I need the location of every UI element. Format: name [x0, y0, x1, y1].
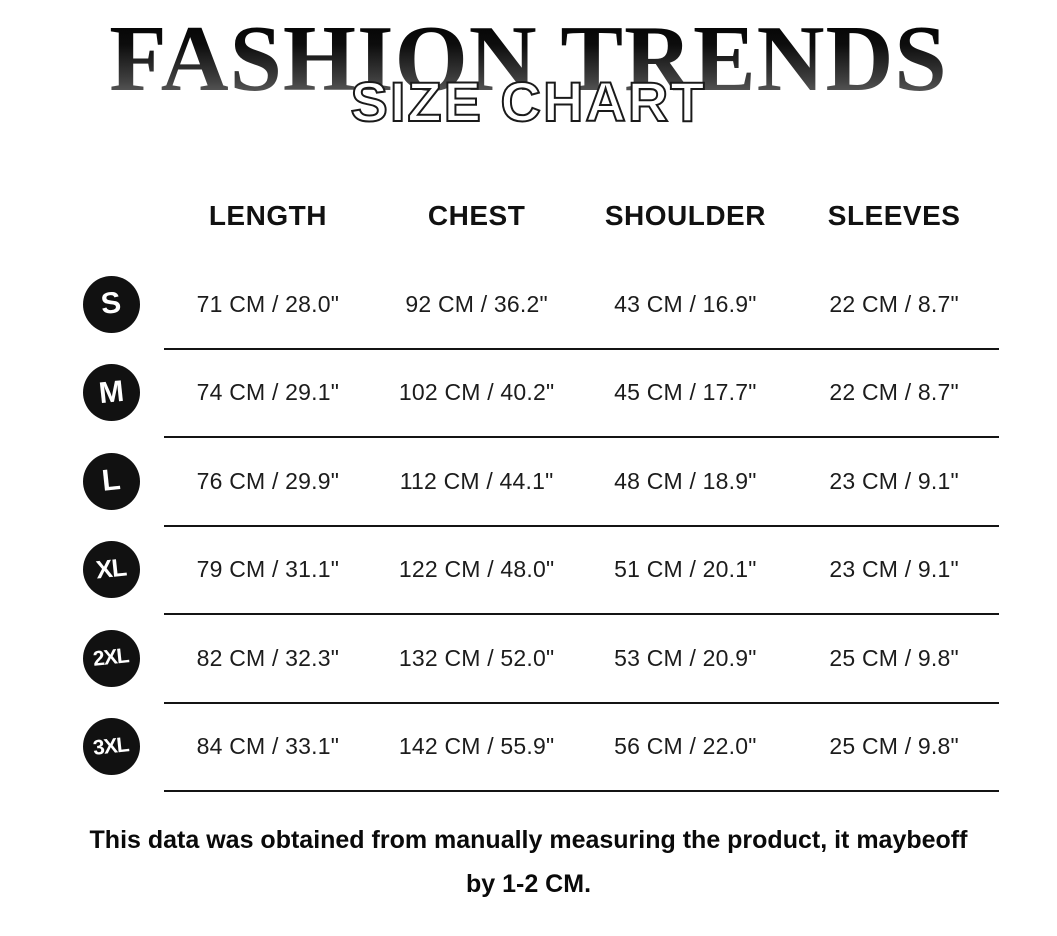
- size-badge-xl: XL: [82, 541, 140, 599]
- shoulder-value: 51 CM / 20.1": [614, 556, 757, 583]
- size-badge-label: M: [96, 374, 126, 410]
- size-badge-label: S: [99, 286, 123, 322]
- column-header-chest: CHEST: [427, 200, 526, 231]
- size-badge-label: 3XL: [92, 732, 130, 760]
- shoulder-value: 53 CM / 20.9": [614, 644, 757, 671]
- badge-cell: 3XL: [59, 718, 164, 776]
- measurement-disclaimer: This data was obtained from manually mea…: [0, 818, 1057, 906]
- column-header-length: LENGTH: [208, 200, 327, 231]
- column-header-sleeves: SLEEVES: [827, 200, 961, 231]
- sleeves-value: 23 CM / 9.1": [829, 467, 959, 494]
- shoulder-value: 43 CM / 16.9": [614, 290, 757, 317]
- size-badge-l: L: [82, 452, 140, 510]
- size-badge-2xl: 2XL: [82, 629, 140, 687]
- disclaimer-line-1: This data was obtained from manually mea…: [89, 826, 968, 854]
- size-badge-s: S: [82, 275, 140, 333]
- badge-cell: XL: [59, 541, 164, 599]
- column-header-shoulder: SHOULDER: [604, 200, 766, 231]
- disclaimer-line-2: by 1-2 CM.: [465, 870, 592, 898]
- chest-value: 102 CM / 40.2": [398, 379, 555, 406]
- sleeves-value: 22 CM / 8.7": [829, 290, 959, 317]
- badge-cell: M: [59, 364, 164, 422]
- length-value: 71 CM / 28.0": [196, 290, 340, 317]
- row-divider: [163, 524, 999, 527]
- table-row-xl: XL 79 CM / 31.1" 122 CM / 48.0" 51 CM / …: [59, 527, 999, 614]
- size-badge-label: 2XL: [92, 644, 130, 672]
- row-divider: [163, 613, 999, 615]
- length-value: 74 CM / 29.1": [196, 379, 340, 406]
- sleeves-value: 23 CM / 9.1": [829, 556, 959, 583]
- shoulder-value: 45 CM / 17.7": [614, 379, 757, 406]
- row-divider: [163, 790, 999, 792]
- table-row-s: S 71 CM / 28.0" 92 CM / 36.2" 43 CM / 16…: [59, 261, 999, 348]
- table-row-2xl: 2XL 82 CM / 32.3" 132 CM / 52.0" 53 CM /…: [59, 615, 999, 702]
- size-badge-m: M: [82, 364, 140, 422]
- row-divider: [163, 436, 999, 438]
- row-divider: [163, 347, 999, 350]
- table-row-l: L 76 CM / 29.9" 112 CM / 44.1" 48 CM / 1…: [59, 438, 999, 525]
- size-badge-3xl: 3XL: [82, 718, 140, 776]
- chest-value: 122 CM / 48.0": [398, 556, 555, 583]
- length-value: 76 CM / 29.9": [196, 467, 340, 494]
- size-badge-label: XL: [94, 553, 128, 585]
- size-table: LENGTH CHEST SHOULDER SLEEVES S 71 CM / …: [59, 188, 999, 792]
- badge-cell: S: [59, 275, 164, 333]
- badge-cell: 2XL: [59, 629, 164, 687]
- header: FASHION TRENDS SIZE CHART: [0, 0, 1057, 158]
- size-chart-subtitle: SIZE CHART: [350, 70, 707, 133]
- length-value: 82 CM / 32.3": [196, 644, 340, 671]
- table-header-row: LENGTH CHEST SHOULDER SLEEVES: [59, 188, 999, 244]
- chest-value: 132 CM / 52.0": [398, 644, 555, 671]
- table-row-m: M 74 CM / 29.1" 102 CM / 40.2" 45 CM / 1…: [59, 350, 999, 437]
- sleeves-value: 25 CM / 9.8": [829, 733, 959, 760]
- chest-value: 142 CM / 55.9": [398, 733, 555, 760]
- length-value: 79 CM / 31.1": [196, 556, 340, 583]
- chest-value: 92 CM / 36.2": [405, 290, 548, 317]
- table-row-3xl: 3XL 84 CM / 33.1" 142 CM / 55.9" 56 CM /…: [59, 704, 999, 791]
- length-value: 84 CM / 33.1": [196, 733, 340, 760]
- chest-value: 112 CM / 44.1": [399, 467, 554, 494]
- sleeves-value: 22 CM / 8.7": [829, 379, 959, 406]
- size-badge-label: L: [100, 463, 122, 499]
- shoulder-value: 48 CM / 18.9": [614, 467, 757, 494]
- brand-title: FASHION TRENDS: [109, 7, 948, 111]
- sleeves-value: 25 CM / 9.8": [829, 644, 959, 671]
- shoulder-value: 56 CM / 22.0": [614, 733, 757, 760]
- badge-cell: L: [59, 452, 164, 510]
- row-divider: [163, 701, 999, 704]
